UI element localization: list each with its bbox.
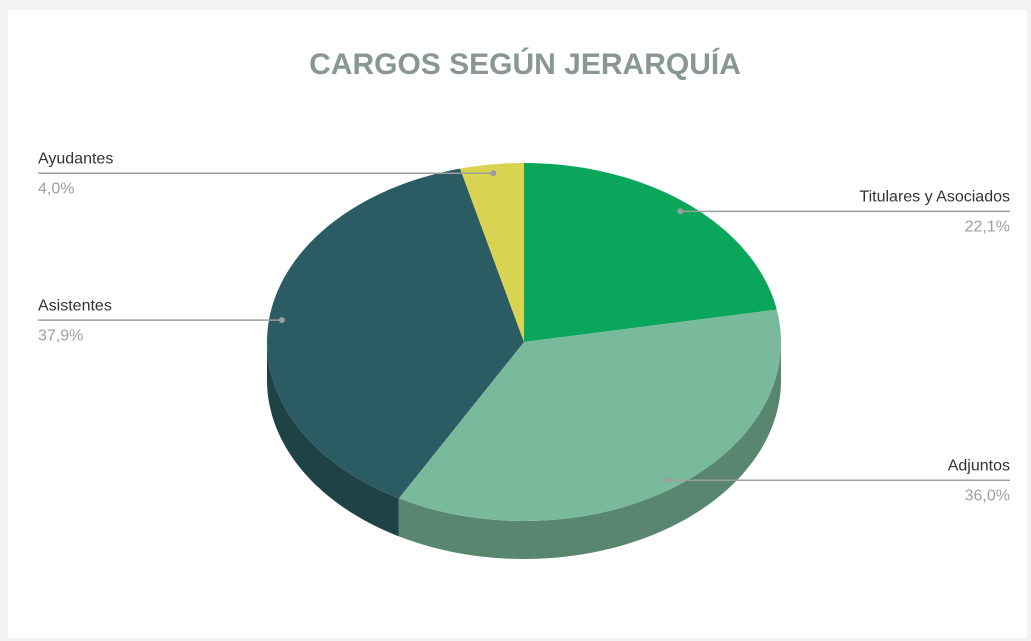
category-label: Adjuntos <box>948 457 1010 474</box>
value-label: 22,1% <box>965 219 1010 236</box>
leader-dot <box>677 208 684 215</box>
chart-title: CARGOS SEGÚN JERARQUÍA <box>309 47 741 81</box>
category-label: Ayudantes <box>38 151 113 168</box>
slice-side <box>398 342 781 559</box>
value-label: 37,9% <box>38 327 83 344</box>
slice <box>398 309 781 521</box>
leader-dot <box>490 170 497 177</box>
slice <box>267 168 524 499</box>
slice-side <box>267 342 399 537</box>
category-label: Titulares y Asociados <box>859 189 1010 206</box>
slice <box>460 163 524 342</box>
leader-dot <box>278 317 285 324</box>
leader-dot <box>663 477 670 484</box>
value-label: 36,0% <box>965 487 1010 504</box>
value-label: 4,0% <box>38 181 74 198</box>
category-label: Asistentes <box>38 297 112 314</box>
slice <box>524 163 777 342</box>
